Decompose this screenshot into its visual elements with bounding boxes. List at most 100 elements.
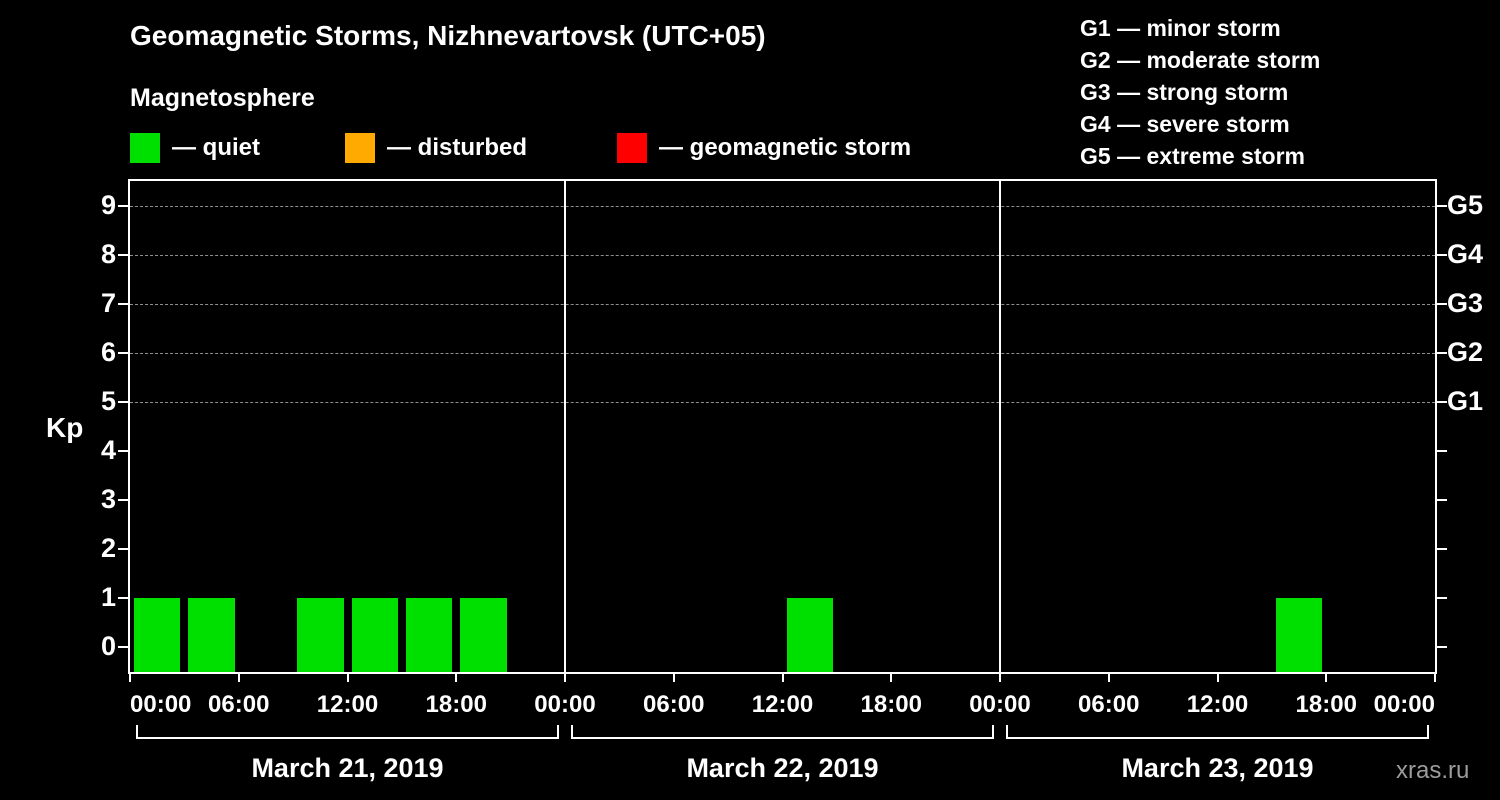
date-bracket-end — [571, 725, 573, 739]
storm-color-swatch — [617, 133, 647, 163]
x-tick — [781, 674, 784, 682]
x-tick-label: 00:00 — [534, 691, 596, 718]
y-tick-label-0: 0 — [100, 631, 116, 662]
y-tick-label-2: 2 — [100, 533, 116, 564]
x-tick — [999, 674, 1001, 682]
g-scale-axis-label-G5: G5 — [1447, 189, 1484, 220]
x-tick-label: 18:00 — [1295, 691, 1357, 718]
kp-bar — [188, 598, 235, 672]
y-tick-right — [1437, 499, 1447, 502]
y-tick-label-5: 5 — [100, 385, 116, 416]
y-tick-left — [118, 400, 128, 403]
kp-bar — [1275, 598, 1323, 672]
kp-bar — [405, 598, 453, 672]
y-tick-left — [118, 597, 128, 600]
y-tick-left — [118, 351, 128, 354]
y-tick-right — [1437, 302, 1447, 305]
y-tick-label-8: 8 — [100, 238, 116, 269]
gridline-kp-8 — [130, 254, 1435, 256]
legend-label-storm: — geomagnetic storm — [659, 134, 912, 161]
y-tick-label-9: 9 — [100, 189, 116, 220]
date-bracket-end — [1006, 725, 1008, 739]
x-tick-label: 06:00 — [643, 691, 705, 718]
date-bracket-end — [992, 725, 994, 739]
x-tick — [129, 674, 131, 682]
date-bracket-end — [1427, 725, 1429, 739]
date-label: March 21, 2019 — [251, 753, 444, 783]
y-tick-left — [118, 302, 128, 305]
kp-bar — [351, 598, 398, 672]
y-tick-right — [1437, 646, 1447, 649]
y-tick-left — [118, 253, 128, 256]
y-tick-label-4: 4 — [100, 435, 116, 466]
g-scale-axis-label-G2: G2 — [1447, 336, 1484, 367]
x-tick — [564, 674, 566, 682]
legend-item-disturbed: — disturbed — [345, 133, 527, 163]
y-tick-label-6: 6 — [100, 336, 116, 367]
y-tick-left — [118, 450, 128, 453]
y-tick-right — [1437, 450, 1447, 453]
date-bracket-end — [557, 725, 559, 739]
y-tick-right — [1437, 204, 1447, 207]
x-tick-label: 18:00 — [425, 691, 487, 718]
x-tick-label: 06:00 — [1078, 691, 1140, 718]
date-label: March 23, 2019 — [1121, 753, 1314, 783]
kp-bar — [460, 598, 507, 672]
date-bracket-line — [1006, 737, 1429, 739]
kp-bar — [786, 598, 833, 672]
watermark: xras.ru — [1396, 757, 1470, 784]
chart-subtitle: Magnetosphere — [130, 84, 315, 112]
gridline-kp-5 — [130, 401, 1435, 403]
g2-legend-line: G2 — moderate storm — [1080, 47, 1321, 73]
y-tick-right — [1437, 253, 1447, 256]
date-bracket-line — [136, 737, 559, 739]
kp-bar — [297, 598, 344, 672]
y-tick-label-7: 7 — [100, 287, 116, 318]
legend-item-quiet: — quiet — [130, 133, 260, 163]
date-label: March 22, 2019 — [686, 753, 879, 783]
x-tick — [1107, 674, 1110, 682]
x-tick — [1434, 674, 1436, 682]
y-tick-left — [118, 204, 128, 207]
g5-legend-line: G5 — extreme storm — [1080, 143, 1305, 169]
y-tick-left — [118, 548, 128, 551]
y-tick-label-1: 1 — [100, 582, 116, 613]
g-scale-axis-label-G4: G4 — [1447, 238, 1484, 269]
x-tick — [672, 674, 675, 682]
gridline-kp-7 — [130, 303, 1435, 305]
x-tick-label: 00:00 — [130, 691, 192, 718]
x-tick-label: 12:00 — [1186, 691, 1249, 718]
x-tick — [455, 674, 458, 682]
g-scale-legend: G1 — minor storm G2 — moderate storm G3 … — [1080, 12, 1320, 172]
disturbed-color-swatch — [345, 133, 375, 163]
x-tick — [346, 674, 349, 682]
x-tick-label: 00:00 — [969, 691, 1031, 718]
g-scale-axis-label-G3: G3 — [1447, 287, 1484, 318]
chart-title: Geomagnetic Storms, Nizhnevartovsk (UTC+… — [130, 20, 766, 51]
x-tick-label: 12:00 — [751, 691, 814, 718]
x-tick-label: 00:00 — [1373, 691, 1435, 718]
y-tick-right — [1437, 351, 1447, 354]
y-tick-right — [1437, 597, 1447, 600]
y-tick-label-3: 3 — [100, 484, 116, 515]
y-tick-right — [1437, 548, 1447, 551]
x-tick — [890, 674, 893, 682]
x-tick — [237, 674, 240, 682]
y-tick-right — [1437, 400, 1447, 403]
x-tick-label: 12:00 — [316, 691, 379, 718]
kp-bar — [134, 598, 181, 672]
quiet-color-swatch — [130, 133, 160, 163]
g4-legend-line: G4 — severe storm — [1080, 111, 1290, 137]
y-axis-label: Kp — [46, 412, 84, 443]
x-tick — [1216, 674, 1219, 682]
x-tick-label: 06:00 — [208, 691, 270, 718]
date-bracket-line — [571, 737, 994, 739]
date-bracket-end — [136, 725, 138, 739]
panel-divider — [999, 181, 1001, 672]
gridline-kp-6 — [130, 352, 1435, 354]
y-tick-left — [118, 646, 128, 649]
x-tick — [1325, 674, 1328, 682]
g3-legend-line: G3 — strong storm — [1080, 79, 1289, 105]
x-tick-label: 18:00 — [860, 691, 922, 718]
